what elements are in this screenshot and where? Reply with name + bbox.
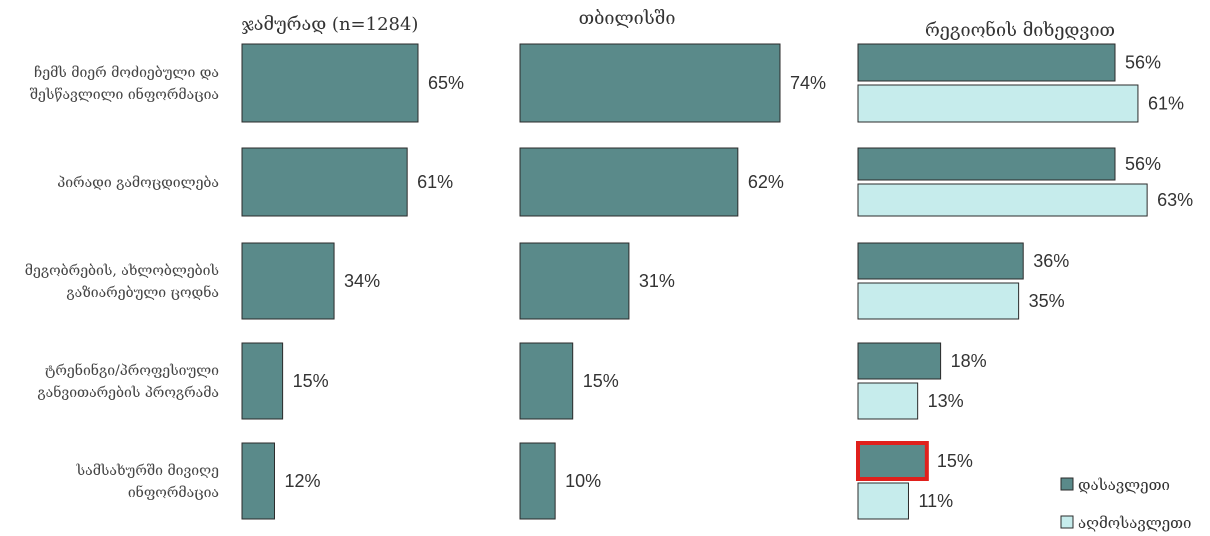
data-label: 10% [565,471,601,491]
bar [857,382,919,420]
data-label: 56% [1125,154,1161,174]
legend-label: დასავლეთი [1078,476,1170,494]
bar [519,43,781,123]
legend-swatch [1060,477,1074,491]
data-label: 15% [937,451,973,471]
category-label: სამსახურში მივიღე [76,462,219,479]
bar [241,242,335,320]
data-label: 65% [428,73,464,93]
data-label: 61% [417,172,453,192]
data-label: 11% [918,491,953,511]
bar [519,242,630,320]
data-label: 63% [1157,190,1193,210]
category-labels: ჩემს მიერ მოძიებული და შესწავლილი ინფორმა… [25,64,219,501]
bar [857,84,1139,123]
bar [241,442,275,520]
panel-title: ჯამურად (n=1284) [242,14,419,35]
category-label: განვითარების პროგრამა [37,383,219,401]
category-label: ინფორმაცია [128,483,219,501]
bar [857,282,1020,320]
data-label: 34% [344,271,380,291]
panel-1: ჯამურად (n=1284) 65% 61% 34% 15% 12% [241,14,464,520]
data-label: 35% [1029,291,1065,311]
bar [857,147,1116,181]
data-label: 18% [951,351,987,371]
category-label: ტრენინგი/პროფესიული [45,361,219,379]
data-label: 31% [639,271,675,291]
data-label: 62% [748,172,784,192]
chart-panels: ჯამურად (n=1284) 65% 61% 34% 15% 12% თბილისში 7… [241,8,1193,520]
bar [857,342,942,380]
bar [857,242,1024,280]
bar [857,482,909,520]
bar [519,342,574,420]
category-label: მეგობრების, ახლობლების [25,262,219,279]
legend-label: აღმოსავლეთი [1078,514,1191,532]
bar [519,147,739,217]
data-label: 56% [1125,53,1161,73]
panel-title: რეგიონის მიხედვით [925,19,1115,41]
panel-title: თბილისში [579,8,676,29]
panel-3: რეგიონის მიხედვით 56% 61% 56% 63% 36% 35% 18% 13… [856,19,1193,520]
data-label: 36% [1033,251,1069,271]
category-label: ჩემს მიერ მოძიებული და [34,64,219,81]
data-label: 61% [1148,94,1184,114]
data-label: 13% [928,391,964,411]
bar [857,183,1148,217]
legend: დასავლეთი აღმოსავლეთი [1060,476,1191,532]
data-label: 15% [293,371,329,391]
bar [241,342,284,420]
bar [857,43,1116,82]
panel-2: თბილისში 74% 62% 31% 15% 10% [519,8,826,520]
category-label: შესწავლილი ინფორმაცია [30,85,219,103]
bar [241,43,419,123]
bar [241,147,408,217]
bar-highlighted [856,441,929,481]
category-label: პირადი გამოცდილება [57,174,219,191]
data-label: 15% [583,371,619,391]
data-label: 74% [790,73,826,93]
bar [519,442,556,520]
legend-swatch [1060,515,1074,529]
category-label: გაზიარებული ცოდნა [66,283,219,301]
data-label: 12% [284,471,320,491]
